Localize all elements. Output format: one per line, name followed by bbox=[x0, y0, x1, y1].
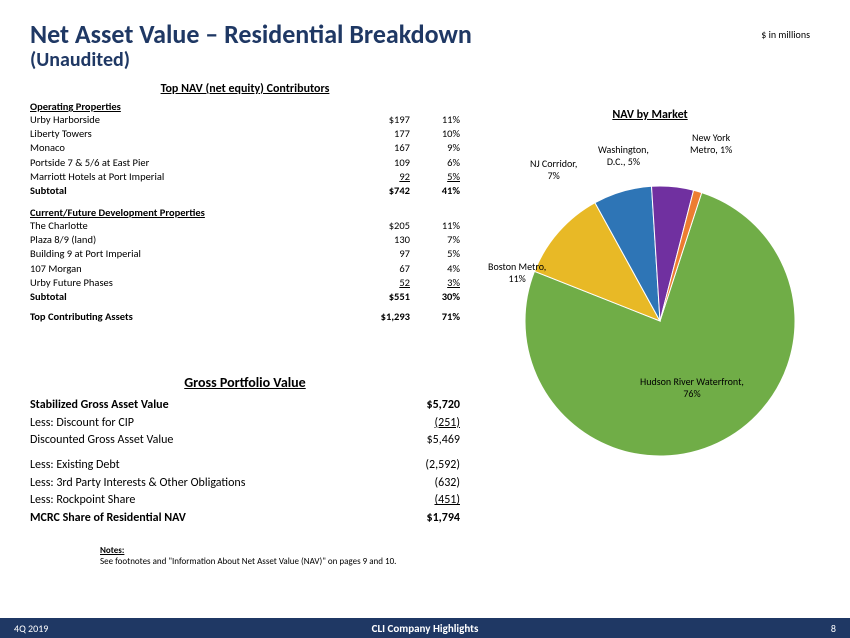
units-note: $ in millions bbox=[761, 28, 810, 41]
page-title: Net Asset Value – Residential Breakdown bbox=[30, 18, 820, 50]
footer-left: 4Q 2019 bbox=[14, 622, 48, 635]
footer-center: CLI Company Highlights bbox=[372, 622, 479, 635]
pie-label: Boston Metro,11% bbox=[488, 261, 546, 284]
gross-row: Discounted Gross Asset Value$5,469 bbox=[30, 432, 460, 449]
section-heading: Current/Future Development Properties bbox=[30, 206, 460, 219]
notes-heading: Notes: bbox=[100, 545, 460, 556]
subtotal-row: Subtotal$74241% bbox=[30, 184, 460, 198]
table-row: Plaza 8/9 (land)1307% bbox=[30, 233, 460, 247]
pie-label: NJ Corridor,7% bbox=[530, 158, 577, 181]
gross-row: Stabilized Gross Asset Value$5,720 bbox=[30, 397, 460, 414]
gross-row: Less: Rockpoint Share(451) bbox=[30, 492, 460, 509]
table-row: 107 Morgan674% bbox=[30, 262, 460, 276]
subtotal-row: Subtotal$55130% bbox=[30, 290, 460, 304]
table-row: Monaco1679% bbox=[30, 141, 460, 155]
chart-title: NAV by Market bbox=[480, 108, 820, 122]
section-heading: Operating Properties bbox=[30, 100, 460, 113]
footer-bar: 4Q 2019 CLI Company Highlights 8 bbox=[0, 618, 850, 638]
footer-right: 8 bbox=[831, 622, 836, 635]
gross-row: MCRC Share of Residential NAV$1,794 bbox=[30, 510, 460, 527]
gross-row: Less: Existing Debt(2,592) bbox=[30, 457, 460, 474]
table-row: Urby Harborside$19711% bbox=[30, 113, 460, 127]
table-row: Building 9 at Port Imperial975% bbox=[30, 247, 460, 261]
right-column: NAV by Market Hudson River Waterfront,76… bbox=[480, 82, 820, 567]
table-row: Portside 7 & 5/6 at East Pier1096% bbox=[30, 156, 460, 170]
table-row: Marriott Hotels at Port Imperial925% bbox=[30, 170, 460, 184]
table-row: Liberty Towers17710% bbox=[30, 127, 460, 141]
table-row: The Charlotte$20511% bbox=[30, 219, 460, 233]
gross-row: Less: 3rd Party Interests & Other Obliga… bbox=[30, 475, 460, 492]
pie-label: Washington,D.C., 5% bbox=[598, 144, 649, 167]
top-nav-title: Top NAV (net equity) Contributors bbox=[30, 82, 460, 96]
gross-row: Less: Discount for CIP(251) bbox=[30, 415, 460, 432]
pie-label: New YorkMetro, 1% bbox=[690, 132, 732, 155]
left-column: Top NAV (net equity) Contributors Operat… bbox=[30, 82, 460, 567]
total-row: Top Contributing Assets$1,29371% bbox=[30, 310, 460, 324]
gross-title: Gross Portfolio Value bbox=[30, 374, 460, 391]
page-subtitle: (Unaudited) bbox=[30, 48, 820, 72]
nav-pie-chart: Hudson River Waterfront,76% Boston Metro,… bbox=[470, 126, 810, 466]
notes-text: See footnotes and "Information About Net… bbox=[100, 556, 460, 567]
notes: Notes: See footnotes and "Information Ab… bbox=[100, 545, 460, 567]
pie-label: Hudson River Waterfront,76% bbox=[640, 376, 744, 399]
table-row: Urby Future Phases523% bbox=[30, 276, 460, 290]
